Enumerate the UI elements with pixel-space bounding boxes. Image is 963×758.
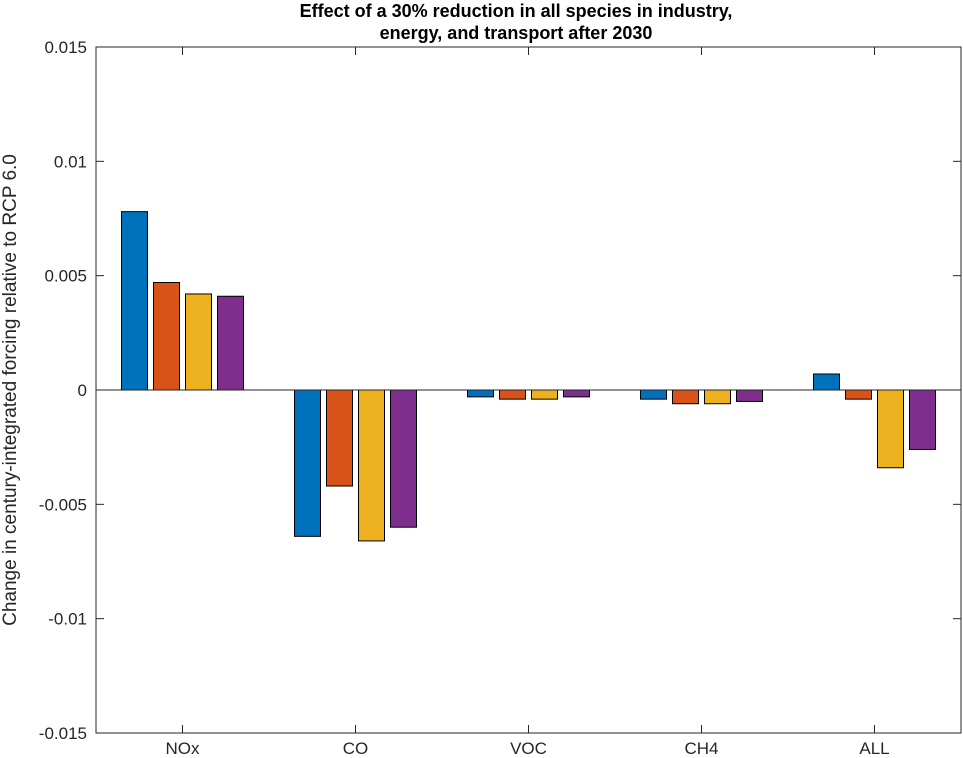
bar-voc-series-1	[467, 389, 494, 398]
y-tick-label: 0.015	[44, 38, 87, 57]
bar-ch4-series-3	[704, 389, 731, 405]
x-tick-label-all: ALL	[859, 739, 889, 758]
y-tick-label: -0.01	[48, 610, 87, 629]
y-ticks-group: -0.015 -0.01 -0.005 0 0.005 0.01 0.015	[39, 38, 961, 743]
x-tick-label-co: CO	[343, 739, 369, 758]
bar-co-series-2	[326, 389, 353, 487]
axes-group	[95, 46, 962, 734]
bar-nox-series-3	[185, 293, 212, 391]
x-tick-label-nox: NOx	[166, 739, 201, 758]
bar-all-series-2	[845, 389, 872, 400]
y-tick-label: -0.005	[39, 495, 87, 514]
y-tick-label: 0.005	[44, 267, 87, 286]
bar-all-series-4	[909, 389, 936, 450]
bars-group	[121, 211, 936, 542]
bar-co-series-3	[358, 389, 385, 542]
bar-nox-series-4	[217, 295, 244, 391]
y-tick-label: -0.015	[39, 724, 87, 743]
bar-ch4-series-2	[672, 389, 699, 405]
y-tick-label: 0	[78, 381, 87, 400]
x-tick-label-ch4: CH4	[684, 739, 718, 758]
bar-voc-series-3	[531, 389, 558, 400]
y-axis-label: Change in century-integrated forcing rel…	[0, 154, 21, 626]
y-tick-label: 0.01	[54, 152, 87, 171]
bar-voc-series-2	[499, 389, 526, 400]
bar-co-series-1	[294, 389, 321, 537]
bar-nox-series-1	[121, 211, 148, 391]
x-tick-label-voc: VOC	[510, 739, 547, 758]
bar-ch4-series-4	[736, 389, 763, 402]
chart-title: Effect of a 30% reduction in all species…	[300, 1, 733, 43]
bar-nox-series-2	[153, 282, 180, 391]
bar-all-series-3	[877, 389, 904, 469]
bar-voc-series-4	[563, 389, 590, 398]
bar-all-series-1	[813, 373, 840, 391]
x-ticks-group: NOx CO VOC CH4 ALL	[166, 47, 890, 758]
chart-title-line-2: energy, and transport after 2030	[380, 23, 653, 43]
bar-co-series-4	[390, 389, 417, 528]
chart-title-line-1: Effect of a 30% reduction in all species…	[300, 1, 733, 21]
bar-ch4-series-1	[640, 389, 667, 400]
